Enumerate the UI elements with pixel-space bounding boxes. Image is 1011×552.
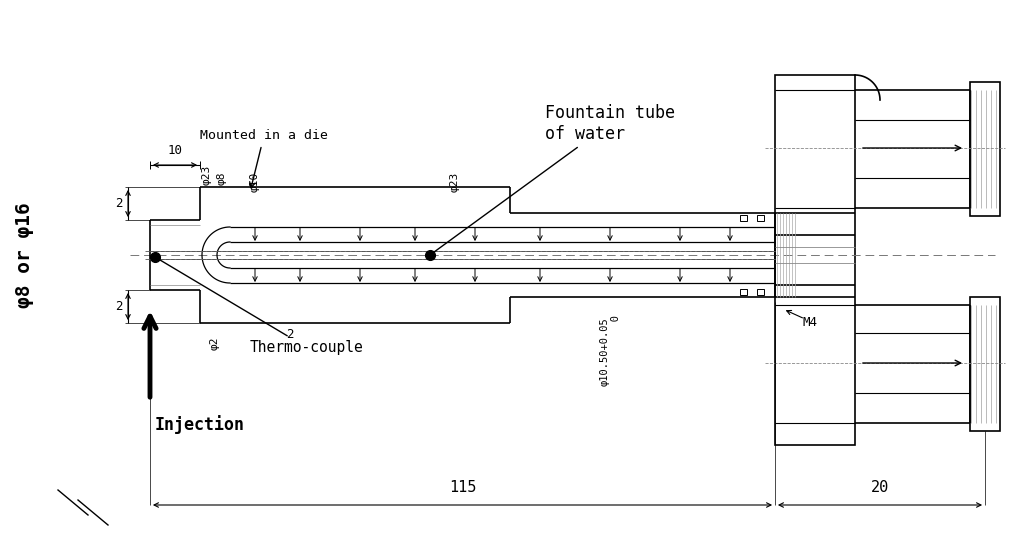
Text: φ8: φ8 <box>216 172 226 185</box>
Bar <box>739 215 746 221</box>
Text: Fountain tube
of water: Fountain tube of water <box>432 104 674 253</box>
Text: 10: 10 <box>168 144 182 157</box>
Text: 2: 2 <box>115 300 123 313</box>
Bar <box>969 297 999 431</box>
Text: φ10.50+0.05
           0: φ10.50+0.05 0 <box>599 315 620 390</box>
Bar <box>739 289 746 295</box>
Text: φ23: φ23 <box>450 172 460 192</box>
Text: 20: 20 <box>870 480 889 495</box>
Bar <box>774 75 854 445</box>
Text: Mounted in a die: Mounted in a die <box>200 129 328 188</box>
Text: Thermo-couple: Thermo-couple <box>158 258 363 355</box>
Text: 2: 2 <box>286 328 293 342</box>
Text: φ23: φ23 <box>202 164 211 185</box>
Text: φ2: φ2 <box>210 336 219 350</box>
Text: φ10: φ10 <box>250 172 260 192</box>
Text: φ8 or φ16: φ8 or φ16 <box>15 202 34 308</box>
Text: 115: 115 <box>448 480 476 495</box>
Bar <box>756 215 763 221</box>
Text: M4: M4 <box>802 316 817 328</box>
Bar <box>756 289 763 295</box>
Bar <box>969 82 999 216</box>
Text: 2: 2 <box>115 197 123 210</box>
Text: Injection: Injection <box>155 416 245 434</box>
